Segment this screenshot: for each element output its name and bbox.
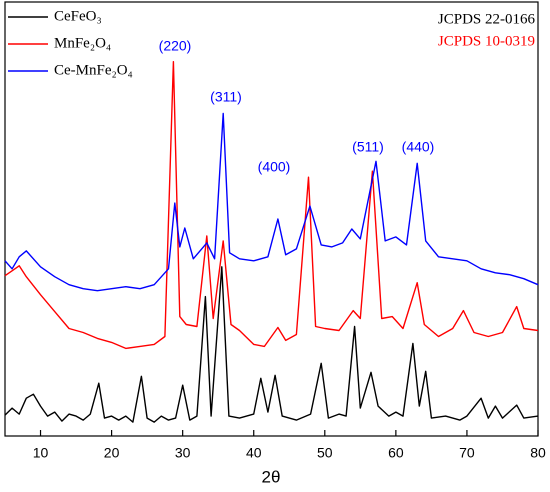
annotation: (311)	[210, 89, 242, 105]
plot-frame	[4, 1, 539, 437]
x-tick-label: 10	[33, 445, 49, 461]
data-line	[4, 266, 539, 423]
annotation: (220)	[159, 38, 192, 54]
x-axis-label: 2θ	[262, 467, 281, 486]
x-tick-label: 70	[459, 445, 475, 461]
annotation: JCPDS 22-0166	[438, 11, 536, 27]
annotation: (400)	[258, 159, 291, 175]
x-tick-label: 40	[246, 445, 262, 461]
x-tick-label: 80	[530, 445, 546, 461]
x-tick-label: 20	[104, 445, 120, 461]
x-tick-label: 50	[317, 445, 333, 461]
legend-label: MnFe₂O₄	[54, 35, 111, 51]
data-line	[4, 112, 539, 292]
annotation: (440)	[402, 139, 435, 155]
x-tick-label: 30	[175, 445, 191, 461]
annotation: JCPDS 10-0319	[438, 33, 535, 49]
data-line	[4, 61, 539, 350]
annotation: (511)	[352, 139, 384, 155]
x-tick-label: 60	[388, 445, 404, 461]
legend-label: CeFeO₃	[54, 8, 102, 24]
legend-label: Ce-MnFe₂O₄	[54, 62, 133, 78]
